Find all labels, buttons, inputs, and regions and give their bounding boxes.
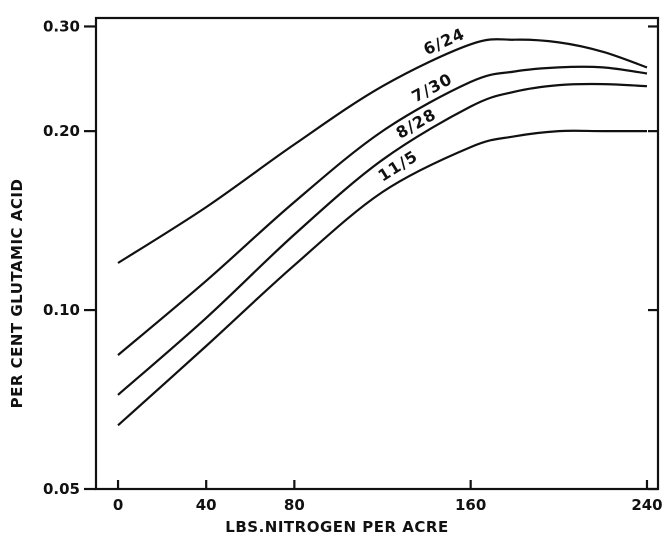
y-tick-label: 0.10 — [43, 301, 80, 319]
series-line-11-5 — [117, 129, 647, 427]
series-line-6-24 — [117, 38, 648, 264]
plot-frame — [94, 16, 660, 491]
y-tick-label: 0.05 — [43, 480, 80, 498]
y-axis-title: PER CENT GLUTAMIC ACID — [8, 179, 26, 409]
y-tick-label: 0.20 — [43, 122, 80, 140]
x-axis-title: LBS.NITROGEN PER ACRE — [225, 518, 448, 536]
y-tick-label: 0.30 — [43, 17, 80, 35]
series-label: 11/5 — [375, 146, 422, 185]
series-label: 6/24 — [420, 24, 467, 59]
x-tick-label: 80 — [284, 496, 305, 514]
series-line-8-28 — [117, 82, 648, 396]
x-tick-label: 0 — [113, 496, 123, 514]
x-tick-label: 160 — [455, 496, 486, 514]
x-tick-label: 240 — [631, 496, 662, 514]
series-line-7-30 — [117, 65, 648, 356]
x-tick-label: 40 — [196, 496, 217, 514]
